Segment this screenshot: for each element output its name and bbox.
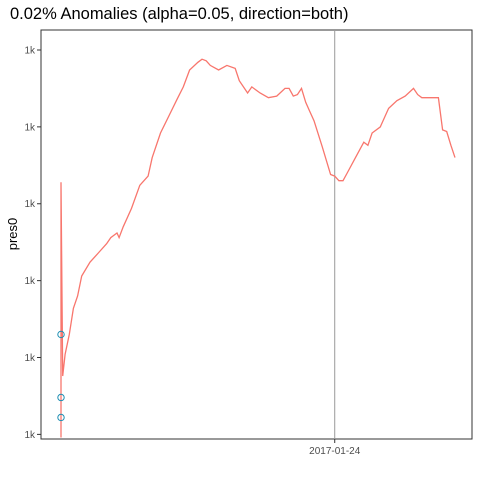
y-tick-label: 1k — [24, 199, 36, 210]
y-axis: 1k 1k 1k 1k 1k 1k — [24, 45, 41, 441]
anomaly-point — [57, 330, 65, 339]
y-axis-label: pres0 — [5, 218, 20, 251]
plot-panel — [40, 29, 473, 440]
anomaly-point — [57, 393, 65, 402]
chart-title: 0.02% Anomalies (alpha=0.05, direction=b… — [10, 5, 348, 23]
x-axis: 2017-01-24 — [309, 439, 361, 457]
y-tick-label: 1k — [24, 430, 36, 441]
series-line-pres0 — [60, 58, 456, 438]
anomaly-point — [57, 413, 65, 422]
y-tick-label: 1k — [24, 276, 36, 287]
y-tick-label: 1k — [24, 353, 36, 364]
y-tick-label: 1k — [24, 45, 36, 56]
anomaly-points — [57, 330, 65, 422]
y-tick-label: 1k — [24, 122, 36, 133]
x-tick-label: 2017-01-24 — [309, 446, 361, 457]
